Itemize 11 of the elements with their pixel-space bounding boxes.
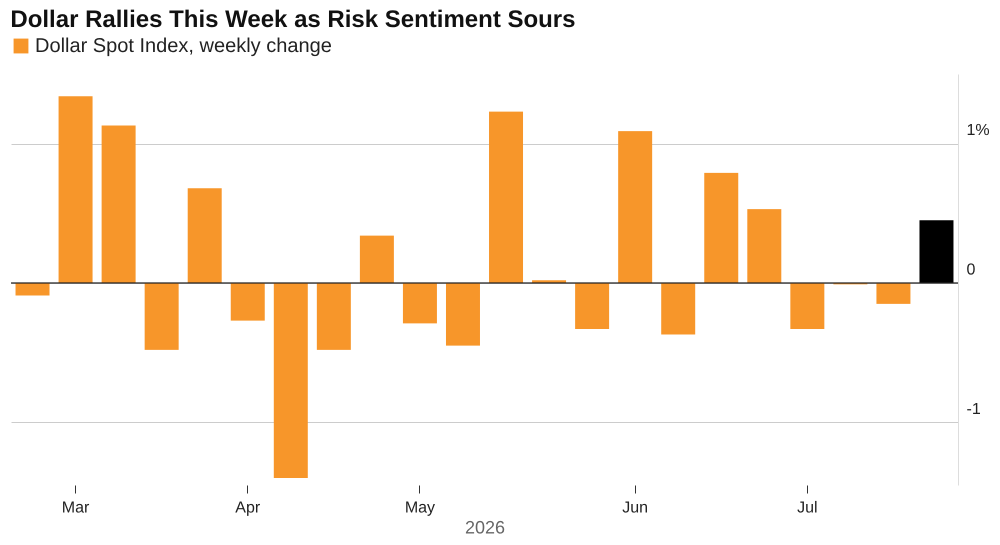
x-tick-label: May xyxy=(404,500,436,516)
chart-title: Dollar Rallies This Week as Risk Sentiment Sours xyxy=(10,6,576,33)
legend-label: Dollar Spot Index, weekly change xyxy=(35,35,332,57)
x-axis-title: 2026 xyxy=(464,518,506,538)
x-tick-label: Mar xyxy=(62,500,90,516)
x-tick-label: Apr xyxy=(235,500,261,516)
x-tick-label: Jun xyxy=(622,500,648,516)
y-tick-label: 0 xyxy=(966,261,976,278)
y-tick-label: -1 xyxy=(966,400,981,418)
y-tick-label: 1% xyxy=(966,122,990,140)
x-tick-label: Jul xyxy=(797,500,818,516)
